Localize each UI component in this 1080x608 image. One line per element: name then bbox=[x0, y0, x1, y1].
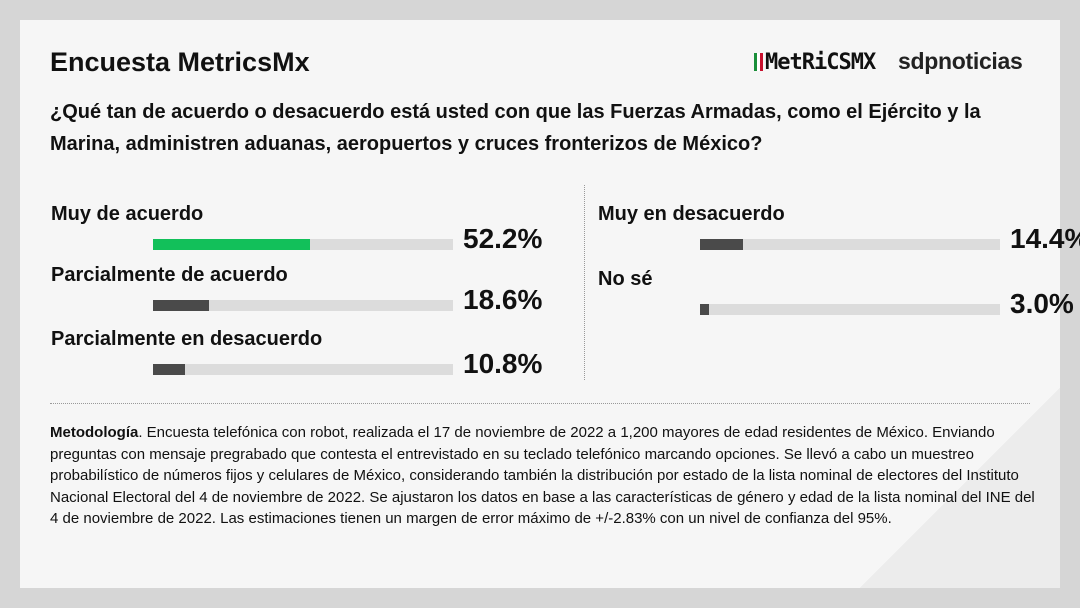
result-item: Muy de acuerdo 52.2% bbox=[51, 203, 561, 265]
methodology-text: Metodología. Encuesta telefónica con rob… bbox=[50, 422, 1035, 530]
methodology-heading: Metodología bbox=[50, 424, 139, 441]
page-title: Encuesta MetricsMx bbox=[50, 47, 310, 77]
result-item: Parcialmente en desacuerdo 10.8% bbox=[51, 328, 561, 390]
result-item: Parcialmente de acuerdo 18.6% bbox=[51, 264, 561, 326]
section-divider bbox=[50, 403, 1030, 404]
metricsmx-logo-text: MetRiCSMX bbox=[765, 50, 876, 75]
result-label: No sé bbox=[598, 268, 653, 290]
methodology-body: . Encuesta telefónica con robot, realiza… bbox=[50, 424, 1035, 527]
column-divider bbox=[584, 185, 585, 380]
result-value: 18.6% bbox=[463, 284, 543, 315]
bar-track bbox=[153, 239, 453, 250]
background-decoration bbox=[860, 388, 1060, 588]
infographic-card: Encuesta MetricsMx MetRiCSMX sdpnoticias… bbox=[20, 20, 1080, 588]
bar-track bbox=[700, 239, 1000, 250]
result-item: No sé 3.0% bbox=[598, 268, 1080, 330]
result-value: 10.8% bbox=[463, 348, 543, 379]
bar-fill bbox=[700, 304, 709, 315]
bar-fill bbox=[153, 300, 209, 311]
result-label: Parcialmente de acuerdo bbox=[51, 264, 288, 286]
result-label: Parcialmente en desacuerdo bbox=[51, 328, 323, 350]
result-value: 14.4% bbox=[1010, 223, 1080, 254]
result-value: 3.0% bbox=[1010, 288, 1074, 319]
result-label: Muy de acuerdo bbox=[51, 203, 204, 225]
result-label: Muy en desacuerdo bbox=[598, 203, 785, 225]
result-value: 52.2% bbox=[463, 223, 543, 254]
result-item: Muy en desacuerdo 14.4% bbox=[598, 203, 1080, 265]
bar-track bbox=[700, 304, 1000, 315]
bar-track bbox=[153, 300, 453, 311]
flag-icon bbox=[754, 53, 763, 71]
metricsmx-logo: MetRiCSMX bbox=[754, 50, 876, 75]
sdpnoticias-logo: sdpnoticias bbox=[898, 48, 1023, 74]
bar-fill bbox=[700, 239, 744, 250]
survey-question: ¿Qué tan de acuerdo o desacuerdo está us… bbox=[50, 101, 981, 155]
bar-track bbox=[153, 364, 453, 375]
bar-fill bbox=[153, 364, 186, 375]
bar-fill bbox=[153, 239, 310, 250]
